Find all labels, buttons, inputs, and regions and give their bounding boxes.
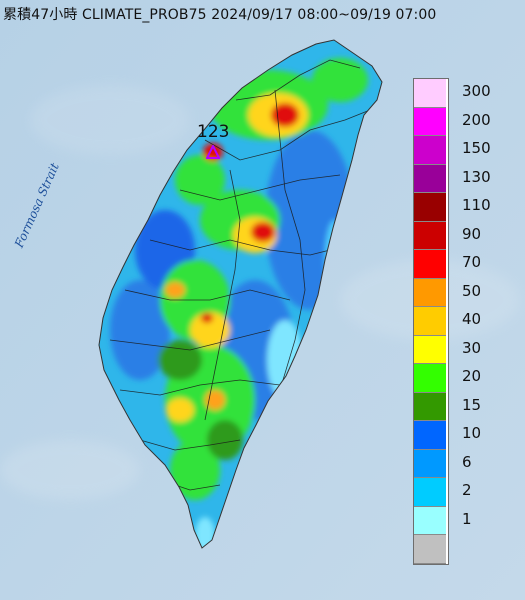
legend-swatch (414, 478, 446, 507)
legend-swatch (414, 164, 446, 193)
rainfall-legend (413, 78, 449, 565)
legend-tick-label: 90 (462, 224, 482, 243)
legend-tick-label: 200 (462, 110, 491, 129)
legend-swatch (414, 449, 446, 478)
legend-swatch (414, 107, 446, 136)
legend-swatch (414, 79, 446, 108)
peak-value-label: 123 (197, 122, 230, 142)
legend-tick-label: 20 (462, 367, 482, 386)
legend-tick-label: 70 (462, 253, 482, 272)
legend-swatch (414, 193, 446, 222)
legend-tick-label: 300 (462, 82, 491, 101)
legend-swatch (414, 535, 446, 564)
legend-tick-label: 6 (462, 452, 472, 471)
legend-swatch (414, 221, 446, 250)
legend-swatch (414, 136, 446, 165)
legend-tick-label: 10 (462, 424, 482, 443)
legend-swatch (414, 392, 446, 421)
legend-tick-label: 150 (462, 139, 491, 158)
legend-swatch (414, 364, 446, 393)
boundary-lines (109, 59, 371, 491)
legend-tick-label: 50 (462, 281, 482, 300)
legend-swatch (414, 506, 446, 535)
legend-swatch (414, 278, 446, 307)
triangle-marker-icon (206, 145, 220, 159)
legend-tick-label: 15 (462, 395, 482, 414)
legend-tick-label: 110 (462, 196, 491, 215)
legend-tick-label: 2 (462, 481, 472, 500)
legend-tick-label: 40 (462, 310, 482, 329)
legend-swatch (414, 335, 446, 364)
island-outline (98, 39, 383, 549)
map-title: 累積47小時 CLIMATE_PROB75 2024/09/17 08:00~0… (3, 7, 437, 23)
legend-swatch (414, 250, 446, 279)
legend-tick-label: 130 (462, 167, 491, 186)
legend-tick-label: 30 (462, 338, 482, 357)
legend-tick-label: 1 (462, 509, 472, 528)
legend-swatch (414, 307, 446, 336)
legend-swatch (414, 421, 446, 450)
